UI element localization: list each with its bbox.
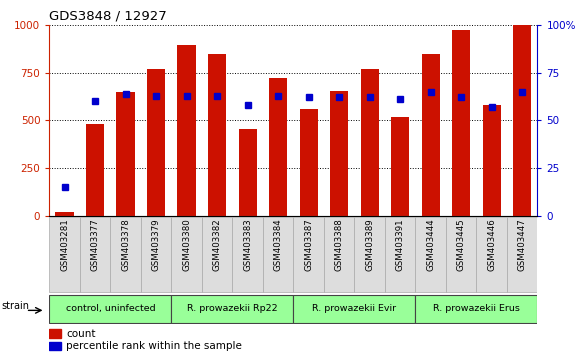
Bar	[300, 109, 318, 216]
FancyBboxPatch shape	[263, 217, 293, 292]
Bar	[483, 105, 501, 216]
Text: GSM403380: GSM403380	[182, 218, 191, 271]
Bar	[269, 78, 288, 216]
FancyBboxPatch shape	[171, 295, 293, 323]
Text: GSM403447: GSM403447	[518, 218, 526, 271]
FancyBboxPatch shape	[110, 217, 141, 292]
FancyBboxPatch shape	[80, 217, 110, 292]
Text: count: count	[66, 329, 96, 339]
Text: GSM403391: GSM403391	[396, 218, 404, 271]
Text: strain: strain	[1, 301, 29, 311]
Text: GSM403444: GSM403444	[426, 218, 435, 271]
FancyBboxPatch shape	[415, 295, 537, 323]
FancyBboxPatch shape	[385, 217, 415, 292]
Bar	[422, 55, 440, 216]
FancyBboxPatch shape	[507, 217, 537, 292]
Bar	[178, 45, 196, 216]
Text: R. prowazekii Rp22: R. prowazekii Rp22	[187, 304, 278, 313]
Bar	[49, 342, 62, 350]
FancyBboxPatch shape	[141, 217, 171, 292]
Bar	[56, 212, 74, 216]
Bar	[360, 69, 379, 216]
FancyBboxPatch shape	[232, 217, 263, 292]
FancyBboxPatch shape	[446, 217, 476, 292]
Bar	[239, 129, 257, 216]
FancyBboxPatch shape	[202, 217, 232, 292]
FancyBboxPatch shape	[415, 217, 446, 292]
Text: GSM403388: GSM403388	[335, 218, 343, 271]
Text: GDS3848 / 12927: GDS3848 / 12927	[49, 9, 167, 22]
Bar	[49, 329, 62, 338]
Text: GSM403377: GSM403377	[91, 218, 99, 271]
Bar	[147, 69, 166, 216]
FancyBboxPatch shape	[49, 217, 80, 292]
Bar	[391, 116, 409, 216]
Text: GSM403383: GSM403383	[243, 218, 252, 271]
Text: GSM403446: GSM403446	[487, 218, 496, 271]
Text: GSM403389: GSM403389	[365, 218, 374, 271]
Text: GSM403382: GSM403382	[213, 218, 221, 271]
Text: R. prowazekii Evir: R. prowazekii Evir	[313, 304, 396, 313]
FancyBboxPatch shape	[171, 217, 202, 292]
Text: percentile rank within the sample: percentile rank within the sample	[66, 342, 242, 352]
Bar	[208, 55, 227, 216]
Text: GSM403281: GSM403281	[60, 218, 69, 271]
Text: GSM403379: GSM403379	[152, 218, 160, 271]
FancyBboxPatch shape	[354, 217, 385, 292]
Bar	[117, 92, 135, 216]
Bar	[452, 29, 471, 216]
FancyBboxPatch shape	[49, 295, 171, 323]
FancyBboxPatch shape	[293, 217, 324, 292]
FancyBboxPatch shape	[293, 295, 415, 323]
Bar	[86, 124, 105, 216]
FancyBboxPatch shape	[476, 217, 507, 292]
FancyBboxPatch shape	[324, 217, 354, 292]
Text: R. prowazekii Erus: R. prowazekii Erus	[433, 304, 520, 313]
Text: GSM403384: GSM403384	[274, 218, 282, 271]
Text: GSM403445: GSM403445	[457, 218, 465, 271]
Bar	[513, 25, 532, 216]
Bar	[330, 91, 349, 216]
Text: GSM403387: GSM403387	[304, 218, 313, 271]
Text: GSM403378: GSM403378	[121, 218, 130, 271]
Text: control, uninfected: control, uninfected	[66, 304, 155, 313]
